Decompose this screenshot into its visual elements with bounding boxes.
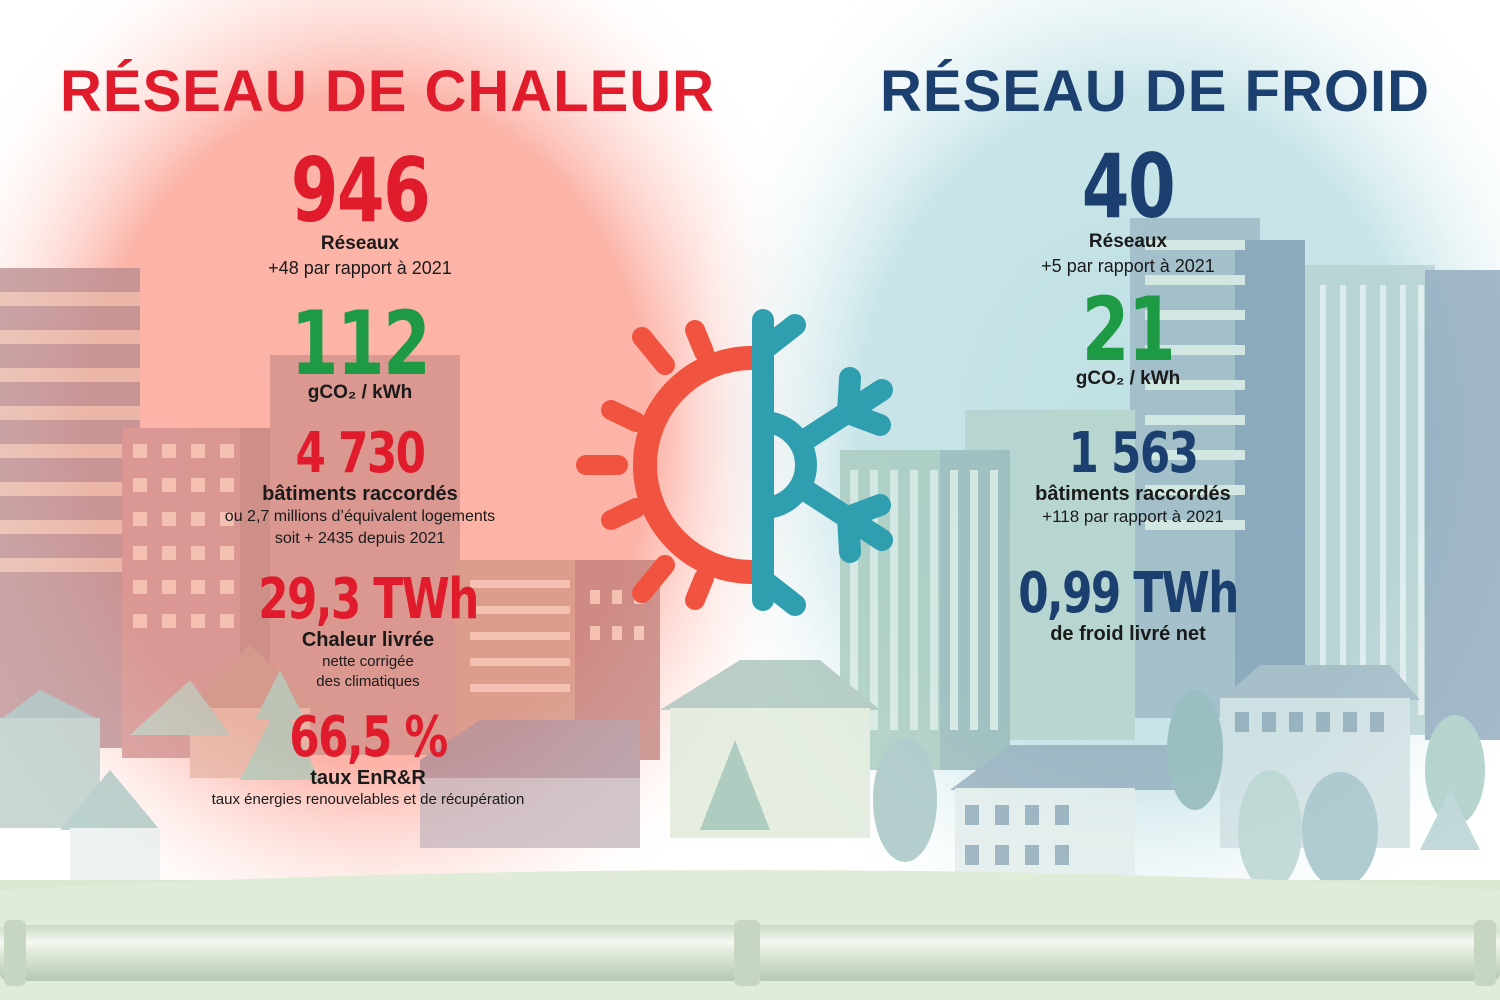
- heat-co2-label: gCO₂ / kWh: [307, 382, 413, 403]
- heat-energy-label: Chaleur livrée: [301, 629, 435, 651]
- cold-energy-stat: 0,99 TWh de froid livré net: [928, 566, 1328, 646]
- heat-renewable-label: taux EnR&R: [310, 767, 426, 789]
- heat-buildings-stat: 4 730 bâtiments raccordés ou 2,7 million…: [160, 426, 560, 549]
- cold-networks-stat: 40 Réseaux +5 par rapport à 2021: [928, 143, 1328, 278]
- heat-networks-value: 946: [290, 139, 431, 242]
- heat-buildings-value: 4 730: [295, 421, 427, 486]
- heat-co2-value: 112: [290, 292, 431, 395]
- cold-co2-stat: 21 gCO₂ / kWh: [928, 286, 1328, 391]
- heat-buildings-label: bâtiments raccordés: [262, 483, 458, 505]
- cold-co2-value: 21: [1081, 278, 1176, 381]
- cold-buildings-value: 1 563: [1068, 421, 1200, 486]
- heat-buildings-sub2: soit + 2435 depuis 2021: [274, 529, 446, 547]
- cold-buildings-label: bâtiments raccordés: [1035, 483, 1231, 505]
- heat-networks-label: Réseaux: [320, 233, 400, 254]
- heat-networks-stat: 946 Réseaux +48 par rapport à 2021: [160, 147, 560, 280]
- cold-co2-label: gCO₂ / kWh: [1075, 368, 1181, 389]
- cold-buildings-stat: 1 563 bâtiments raccordés +118 par rappo…: [928, 426, 1338, 529]
- heat-renewable-value: 66,5 %: [289, 705, 448, 770]
- heat-energy-stat: 29,3 TWh Chaleur livrée nette corrigée d…: [168, 572, 568, 693]
- heat-energy-sub1: nette corrigée: [322, 653, 414, 670]
- heat-buildings-sub1: ou 2,7 millions d’équivalent logements: [224, 508, 496, 525]
- cold-network-title: RÉSEAU DE FROID: [880, 59, 1430, 124]
- cold-buildings-sub: +118 par rapport à 2021: [1042, 507, 1224, 526]
- cold-energy-value: 0,99 TWh: [1018, 561, 1239, 626]
- heat-networks-sub: +48 par rapport à 2021: [268, 257, 452, 278]
- heat-renewable-stat: 66,5 % taux EnR&R taux énergies renouvel…: [168, 710, 568, 810]
- cold-networks-sub: +5 par rapport à 2021: [1041, 255, 1215, 276]
- heat-co2-stat: 112 gCO₂ / kWh: [160, 300, 560, 405]
- heat-energy-sub2: des climatiques: [316, 673, 420, 691]
- cold-networks-label: Réseaux: [1088, 231, 1168, 252]
- heat-network-title: RÉSEAU DE CHALEUR: [60, 59, 716, 124]
- heat-energy-value: 29,3 TWh: [258, 567, 479, 632]
- cold-energy-label: de froid livré net: [1050, 623, 1206, 645]
- heat-renewable-sub: taux énergies renouvelables et de récupé…: [211, 791, 525, 808]
- cold-networks-value: 40: [1081, 135, 1176, 238]
